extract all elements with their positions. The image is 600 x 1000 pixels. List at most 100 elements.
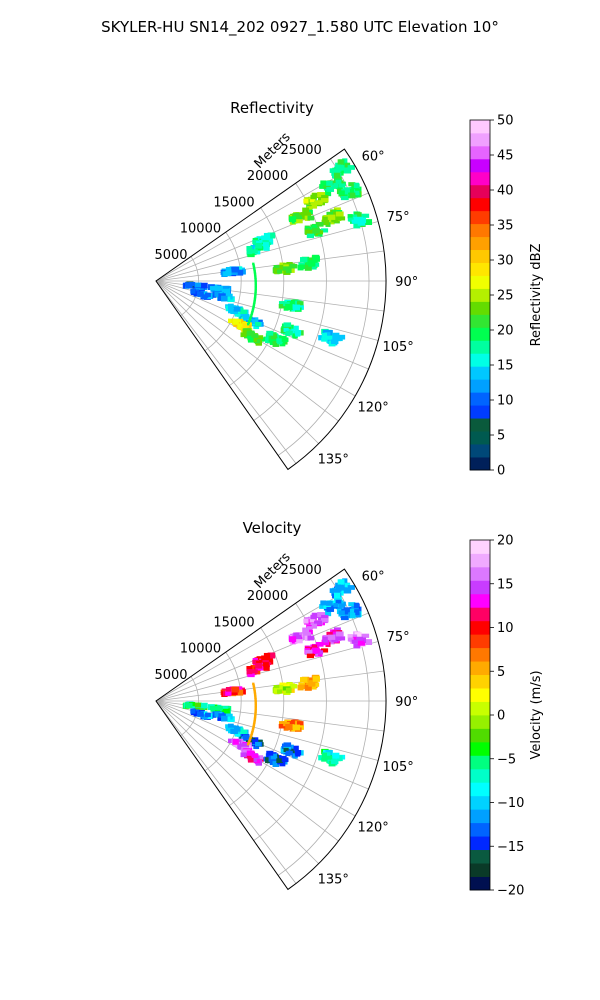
echo-pixel: [246, 330, 255, 336]
echo-pixel: [299, 215, 306, 220]
echo-pixel: [288, 216, 297, 223]
echo-pixel: [310, 648, 317, 655]
echo-cell: [272, 261, 298, 275]
sector-outline: [155, 148, 387, 471]
echo-pixel: [185, 702, 193, 708]
echo-pixel: [200, 711, 208, 718]
echo-arc-pixel: [254, 707, 257, 710]
colorbar-tick-label: 45: [497, 149, 514, 164]
echo-pixel: [299, 635, 306, 640]
colorbar-segment: [470, 197, 490, 212]
echo-arc-pixel: [254, 704, 257, 707]
echo-pixel: [283, 747, 289, 753]
colorbar-tick-label: 15: [497, 577, 514, 592]
echo-cell: [297, 254, 320, 271]
echo-pixel: [343, 187, 350, 193]
echo-cell: [297, 674, 320, 691]
colorbar-tick-label: 10: [497, 621, 514, 636]
echo-arc-pixel: [254, 712, 257, 715]
echo-pixel: [205, 292, 211, 297]
echo-pixel: [329, 756, 336, 763]
colorbar-segment: [470, 620, 490, 635]
echo-pixel: [326, 180, 333, 186]
echo-pixel: [277, 269, 283, 274]
echo-pixel: [221, 288, 230, 293]
angle-tick-label: 75°: [387, 210, 410, 225]
echo-pixel: [256, 755, 264, 760]
colorbar-tick-label: −15: [497, 840, 524, 855]
colorbar-tick-label: 20: [497, 324, 514, 339]
echo-pixel: [227, 303, 234, 309]
echo-arc-pixel: [252, 723, 256, 726]
echo-arc-pixel: [253, 687, 256, 690]
colorbar-segment: [470, 607, 490, 622]
echo-cell: [190, 708, 214, 720]
echo-pixel: [237, 266, 243, 271]
echo-pixel: [326, 631, 334, 636]
echo-pixel: [294, 219, 303, 224]
panel-0: Reflectivity500010000150002000025000Mete…: [154, 99, 544, 479]
echo-pixel: [247, 337, 254, 343]
echo-pixel: [251, 333, 259, 338]
echo-cell: [280, 322, 304, 339]
echo-pixel: [263, 246, 270, 251]
echo-arc-pixel: [253, 296, 257, 300]
echo-pixel: [356, 216, 364, 221]
colorbar-segment: [470, 210, 490, 225]
echo-cell: [182, 701, 208, 711]
echo-cell: [263, 330, 289, 347]
radial-tick-label: 15000: [213, 195, 254, 210]
echo-arc: [246, 262, 257, 326]
echo-pixel: [332, 752, 340, 759]
colorbar-segment: [470, 741, 490, 756]
echo-pixel: [324, 752, 331, 757]
colorbar-segment: [470, 275, 490, 289]
echo-pixel: [293, 212, 300, 218]
echo-pixel: [216, 285, 223, 291]
echo-arc-pixel: [253, 273, 257, 276]
echo-pixel: [311, 644, 318, 650]
echo-pixel: [285, 687, 292, 694]
echo-pixel: [353, 643, 361, 649]
echo-pixel: [294, 329, 302, 336]
echo-pixel: [364, 219, 373, 226]
echo-pixel: [321, 648, 329, 653]
echo-cell: [347, 211, 373, 229]
echo-pixel: [340, 616, 349, 621]
echo-pixel: [321, 337, 327, 342]
echo-pixel: [306, 206, 313, 212]
colorbar-segment: [470, 701, 490, 716]
echo-arc-pixel: [251, 727, 255, 731]
echo-pixel: [216, 705, 223, 711]
echo-pixel: [340, 196, 349, 201]
colorbar-segment: [470, 540, 490, 554]
colorbar-tick-label: −10: [497, 796, 524, 811]
echo-cell: [207, 284, 232, 295]
echo-pixel: [300, 257, 308, 263]
azimuth-spoke: [155, 280, 297, 464]
echo-arc-pixel: [254, 290, 257, 294]
echo-pixel: [242, 734, 250, 741]
echo-pixel: [329, 336, 336, 343]
echo-arc-pixel: [252, 262, 255, 266]
echo-cell: [318, 748, 346, 767]
echo-arc-pixel: [253, 270, 256, 273]
echo-pixel: [319, 604, 326, 609]
echo-pixel: [354, 186, 362, 193]
echo-arc-pixel: [254, 276, 257, 279]
echo-pixel: [285, 750, 293, 756]
echo-pixel: [297, 721, 304, 727]
echo-cell: [303, 612, 329, 632]
echo-pixel: [250, 669, 258, 674]
colorbar-segment: [470, 120, 490, 134]
colorbar-tick-label: 10: [497, 394, 514, 409]
echo-pixel: [348, 637, 354, 642]
echo-pixel: [278, 724, 287, 729]
echo-arc-pixel: [246, 742, 250, 746]
echo-arc-pixel: [253, 716, 257, 720]
echo-pixel: [231, 686, 240, 693]
echo-pixel: [335, 599, 342, 605]
colorbar-segment: [470, 158, 490, 173]
echo-cell: [329, 578, 355, 598]
